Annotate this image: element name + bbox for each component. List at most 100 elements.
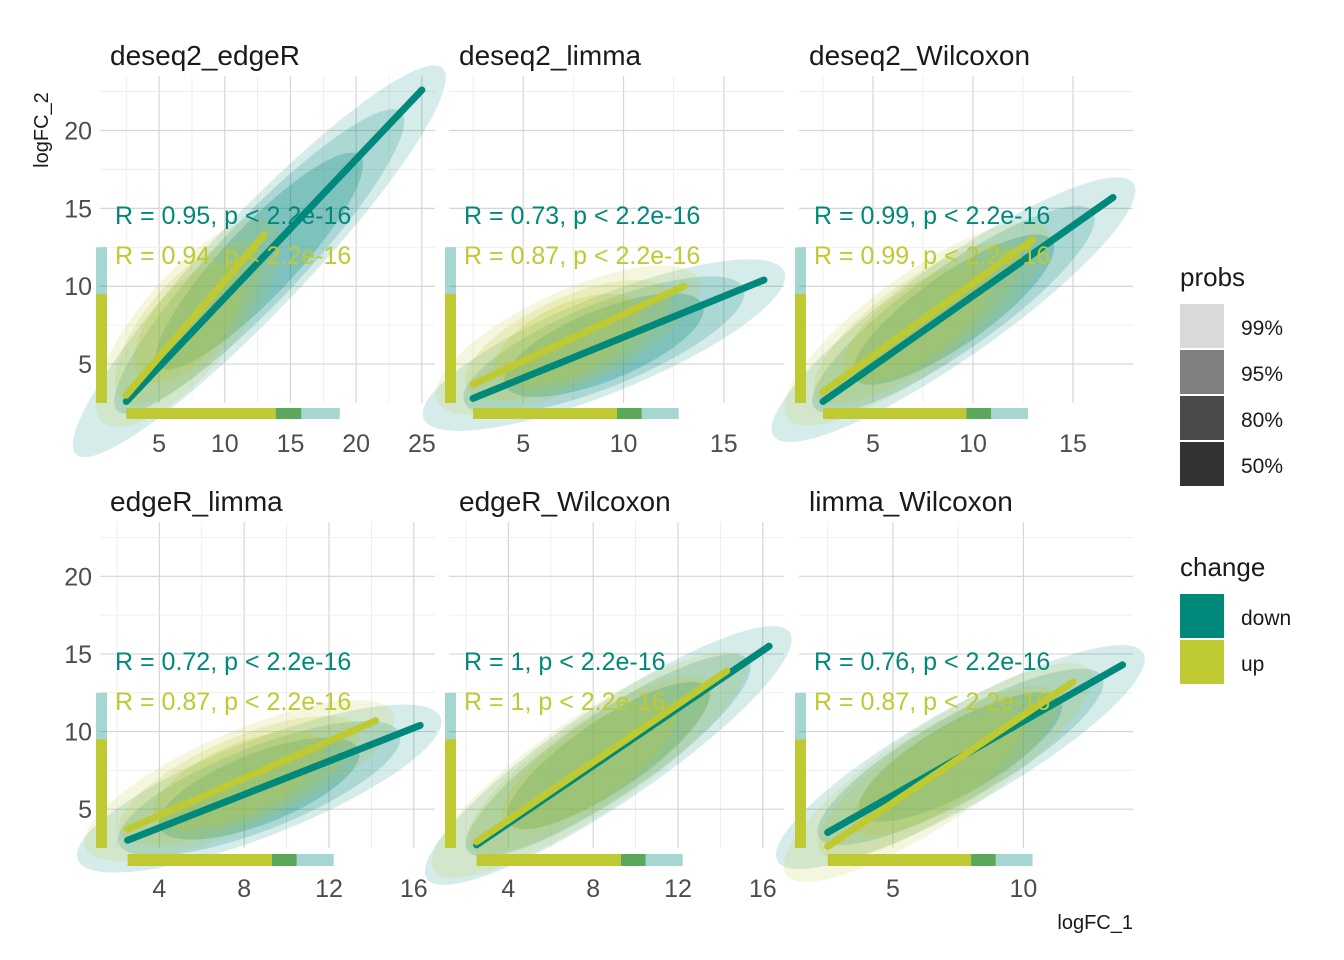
x-tick-label: 25	[408, 430, 436, 458]
x-rug-mixed	[971, 854, 996, 866]
stat-label-up: R = 0.87, p < 2.2e-16	[115, 688, 351, 716]
y-rug-down	[96, 247, 107, 294]
panel-1-rugs	[445, 247, 679, 419]
y-rug-down	[795, 247, 806, 294]
y-tick-label: 15	[64, 195, 92, 223]
x-rug-down	[641, 408, 679, 419]
legend-probs-label: 99%	[1241, 317, 1283, 340]
y-tick-label: 10	[64, 273, 92, 301]
x-tick-label: 10	[211, 430, 239, 458]
x-rug-up	[127, 854, 272, 866]
y-tick-label: 5	[78, 796, 92, 824]
stat-label-down: R = 0.73, p < 2.2e-16	[464, 202, 700, 230]
stat-label-down: R = 1, p < 2.2e-16	[464, 648, 666, 676]
stat-label-up: R = 0.87, p < 2.2e-16	[464, 242, 700, 270]
x-rug-up	[476, 854, 621, 866]
regression-line-down	[122, 86, 426, 405]
y-rug-up	[445, 739, 456, 848]
panel-2-rugs	[795, 247, 1028, 419]
regression-line-up	[124, 717, 380, 833]
x-axis-label: logFC_1	[1057, 912, 1133, 934]
x-rug-up	[823, 408, 967, 419]
x-tick-label: 16	[749, 875, 777, 903]
legend-probs-swatch	[1180, 396, 1224, 440]
y-rug-up	[96, 294, 107, 403]
y-rug-down	[795, 692, 806, 740]
regression-line-down	[819, 193, 1117, 405]
panel-4-rugs	[445, 692, 683, 866]
x-tick-label: 4	[501, 875, 515, 903]
y-rug-up	[96, 739, 107, 848]
x-rug-mixed	[271, 854, 297, 866]
stat-label-up: R = 0.94, p < 2.2e-16	[115, 242, 351, 270]
legend-probs-swatch	[1180, 350, 1224, 394]
panel-title: edgeR_Wilcoxon	[459, 486, 671, 517]
legend-change-label: down	[1241, 607, 1291, 630]
stat-label-up: R = 0.87, p < 2.2e-16	[814, 688, 1050, 716]
x-rug-down	[296, 854, 334, 866]
y-rug-down	[445, 692, 456, 740]
stat-label-down: R = 0.99, p < 2.2e-16	[814, 202, 1050, 230]
x-rug-down	[991, 408, 1028, 419]
x-tick-label: 5	[866, 430, 880, 458]
regression-line-down	[124, 721, 424, 844]
legend-change-swatch-down	[1180, 594, 1224, 638]
legend-probs-label: 95%	[1241, 363, 1283, 386]
x-rug-mixed	[617, 408, 642, 419]
panel-title: deseq2_Wilcoxon	[809, 40, 1030, 71]
stat-label-up: R = 1, p < 2.2e-16	[464, 688, 666, 716]
stat-label-up: R = 0.99, p < 2.2e-16	[814, 242, 1050, 270]
y-tick-label: 20	[64, 563, 92, 591]
stat-label-down: R = 0.76, p < 2.2e-16	[814, 648, 1050, 676]
regression-line-up	[122, 231, 268, 399]
x-rug-up	[473, 408, 618, 419]
x-tick-label: 20	[342, 430, 370, 458]
y-rug-down	[96, 692, 107, 740]
x-tick-label: 4	[152, 875, 166, 903]
regression-line-down	[469, 276, 768, 402]
regression-line-up	[819, 236, 1037, 396]
x-tick-label: 8	[586, 875, 600, 903]
x-tick-label: 10	[959, 430, 987, 458]
x-tick-label: 12	[315, 875, 343, 903]
x-tick-label: 8	[237, 875, 251, 903]
x-tick-label: 15	[710, 430, 738, 458]
legend-change-title: change	[1180, 552, 1265, 582]
x-rug-down	[301, 408, 340, 419]
x-tick-label: 5	[516, 430, 530, 458]
legend-change-swatch-up	[1180, 640, 1224, 684]
panel-5-rugs	[795, 692, 1033, 866]
y-tick-label: 5	[78, 351, 92, 379]
x-rug-up	[126, 408, 276, 419]
x-rug-down	[645, 854, 683, 866]
panel-title: limma_Wilcoxon	[809, 486, 1013, 517]
x-rug-mixed	[620, 854, 646, 866]
panel-title: deseq2_edgeR	[110, 40, 300, 71]
legend-probs-title: probs	[1180, 262, 1245, 292]
y-rug-up	[795, 294, 806, 403]
x-rug-mixed	[966, 408, 992, 419]
y-tick-label: 15	[64, 641, 92, 669]
regression-line-up	[469, 282, 688, 388]
x-rug-up	[827, 854, 972, 866]
regression-line-up	[473, 667, 731, 846]
panel-3-rugs	[96, 692, 334, 866]
legend-probs-swatch	[1180, 304, 1224, 348]
y-rug-down	[445, 247, 456, 294]
x-tick-label: 15	[1059, 430, 1087, 458]
panel-1-grid	[449, 76, 784, 403]
y-rug-up	[795, 739, 806, 848]
y-rug-up	[445, 294, 456, 403]
x-tick-label: 10	[1010, 875, 1038, 903]
y-tick-label: 20	[64, 118, 92, 146]
x-rug-down	[995, 854, 1033, 866]
regression-line-up	[824, 678, 1077, 850]
panel-title: deseq2_limma	[459, 40, 642, 71]
legend-probs-label: 80%	[1241, 409, 1283, 432]
x-rug-mixed	[275, 408, 302, 419]
y-tick-label: 10	[64, 719, 92, 747]
legend-change-label: up	[1241, 653, 1264, 676]
legend-probs-swatch	[1180, 442, 1224, 486]
